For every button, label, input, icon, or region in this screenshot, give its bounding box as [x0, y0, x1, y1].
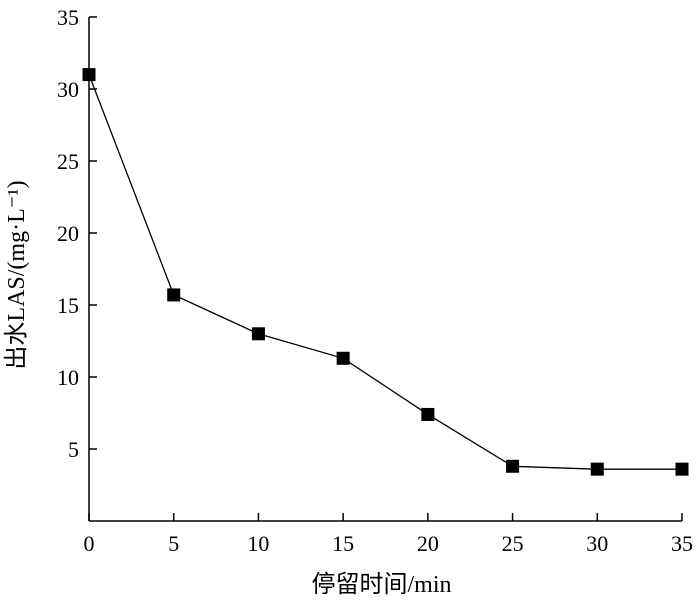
data-point-marker	[590, 462, 604, 476]
x-tick-label: 25	[502, 531, 524, 556]
data-point-marker	[506, 459, 520, 473]
x-tick-label: 0	[84, 531, 95, 556]
x-tick-label: 30	[586, 531, 608, 556]
y-axis-title: 出水LAS/(mg·L⁻¹)	[3, 180, 30, 369]
axes	[88, 17, 682, 522]
series-group	[82, 68, 689, 476]
y-axis-ticks: 5 10 15 20 25 30 35	[57, 5, 97, 462]
series-line	[88, 74, 682, 470]
x-axis-title: 停留时间/min	[311, 571, 451, 598]
data-point-marker	[82, 68, 96, 82]
y-tick-label: 30	[57, 77, 79, 102]
x-tick-label: 35	[671, 531, 693, 556]
y-tick-label: 25	[57, 149, 79, 174]
data-point-marker	[167, 288, 181, 302]
data-point-marker	[251, 327, 265, 341]
data-point-marker	[336, 351, 350, 365]
y-tick-label: 5	[68, 437, 79, 462]
y-tick-label: 20	[57, 221, 79, 246]
x-axis-ticks: 0 5 10 15 20 25 30 35	[84, 513, 693, 556]
x-tick-label: 20	[417, 531, 439, 556]
x-tick-label: 15	[332, 531, 354, 556]
y-tick-label: 35	[57, 5, 79, 30]
data-point-marker	[675, 462, 689, 476]
y-tick-label: 15	[57, 293, 79, 318]
x-tick-label: 5	[168, 531, 179, 556]
x-tick-label: 10	[247, 531, 269, 556]
y-tick-label: 10	[57, 365, 79, 390]
data-point-marker	[421, 407, 435, 421]
